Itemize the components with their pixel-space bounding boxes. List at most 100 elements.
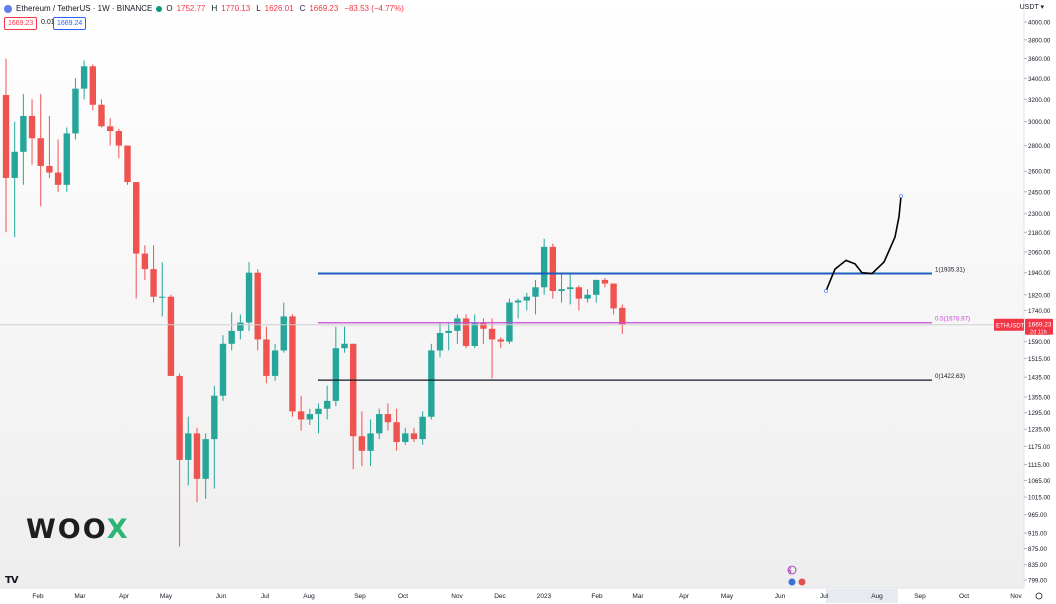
candle-body: [558, 289, 565, 292]
currency-selector[interactable]: USDT ▾: [1019, 4, 1044, 11]
candle-body: [402, 433, 409, 442]
candle-body: [89, 66, 96, 105]
candle: [393, 408, 400, 451]
x-tick-label: Jun: [216, 593, 227, 600]
candle-body: [124, 145, 131, 183]
x-tick-label: Jun: [775, 593, 786, 600]
candle: [558, 274, 565, 303]
sell-price-button[interactable]: 1669.23: [4, 17, 38, 30]
candle: [428, 343, 435, 420]
x-tick-label: Nov: [451, 593, 463, 600]
candle-body: [436, 333, 444, 351]
y-tick-label: 2180.00: [1028, 230, 1051, 237]
candle-body: [115, 131, 123, 146]
y-tick-label: 1435.00: [1028, 375, 1051, 382]
candle-body: [80, 66, 88, 89]
candle-body: [254, 272, 261, 340]
candle-body: [306, 414, 313, 420]
time-axis-highlight: [826, 589, 898, 603]
x-tick-label: Apr: [679, 593, 690, 600]
event-marker-icon: [787, 565, 797, 575]
candle: [506, 298, 513, 344]
candle-body: [471, 322, 478, 346]
candle: [211, 385, 218, 489]
change-value: −83.53 (−4.77%): [344, 4, 404, 13]
candle-body: [488, 328, 496, 340]
symbol-title[interactable]: Ethereum / TetherUS · 1W · BINANCE: [16, 4, 153, 13]
high-label: H: [211, 4, 218, 13]
candle-body: [506, 302, 513, 342]
time-axis-panel: [0, 588, 1024, 604]
candle: [106, 118, 114, 146]
y-tick-label: 2060.00: [1028, 249, 1051, 256]
candle: [584, 289, 591, 303]
candle: [176, 373, 183, 547]
candle-body: [237, 322, 244, 331]
candle: [549, 243, 557, 299]
candle-body: [376, 414, 383, 434]
candle-body: [323, 400, 331, 409]
symbol-price-badge: [994, 318, 1024, 331]
candle-body: [289, 316, 296, 412]
candle: [124, 145, 131, 185]
y-tick-label: 3600.00: [1028, 56, 1051, 63]
candle: [462, 314, 470, 349]
woox-logo: WOOX: [26, 514, 130, 545]
last-price-text: 1669.23: [1028, 321, 1052, 328]
candle-body: [532, 287, 539, 297]
x-tick-label: Apr: [119, 593, 130, 600]
y-tick-label: 2450.00: [1028, 189, 1051, 196]
candle-body: [63, 133, 70, 185]
y-tick-label: 1590.00: [1028, 339, 1051, 346]
candle: [532, 279, 539, 315]
sketch-start-handle: [824, 289, 828, 293]
candle-body: [141, 253, 149, 270]
candle: [402, 427, 409, 445]
candle: [185, 416, 192, 486]
candle: [610, 283, 617, 315]
candle-body: [263, 339, 270, 376]
y-tick-label: 1515.00: [1028, 356, 1051, 363]
us-event-icon: [788, 578, 796, 586]
x-tick-label: Feb: [591, 593, 603, 600]
candle-body: [219, 343, 227, 396]
candle: [115, 128, 123, 159]
candle-body: [410, 433, 418, 440]
candle: [436, 322, 444, 358]
candle-body: [567, 287, 574, 290]
tradingview-logo[interactable]: TV: [5, 575, 19, 586]
y-tick-label: 1235.00: [1028, 427, 1051, 434]
candle-body: [245, 272, 253, 323]
candle: [271, 343, 279, 381]
y-tick-label: 3000.00: [1028, 119, 1051, 126]
y-tick-label: 1015.00: [1028, 495, 1051, 502]
candle: [20, 93, 27, 185]
projection-sketch: [825, 195, 902, 292]
x-tick-label: Nov: [1010, 593, 1022, 600]
candle: [219, 335, 227, 401]
candle: [80, 60, 88, 100]
candle-body: [280, 316, 287, 351]
candle: [306, 408, 313, 425]
x-tick-label: Oct: [959, 593, 969, 600]
candle-body: [393, 422, 400, 442]
candle: [488, 318, 496, 379]
candle: [523, 292, 530, 311]
candle-body: [297, 411, 305, 420]
candle-body: [54, 172, 62, 185]
y-tick-label: 799.00: [1028, 578, 1047, 585]
x-tick-label: Feb: [32, 593, 44, 600]
y-tick-label: 3800.00: [1028, 37, 1051, 44]
candle: [323, 385, 331, 420]
candle-body: [167, 296, 175, 376]
x-tick-label: Sep: [354, 593, 366, 600]
candle: [46, 115, 53, 178]
buy-price-button[interactable]: 1669.24: [53, 17, 87, 30]
y-tick-label: 965.00: [1028, 512, 1047, 519]
market-status-icon: [156, 5, 163, 12]
candle: [601, 278, 609, 288]
y-tick-label: 1065.00: [1028, 478, 1051, 485]
y-tick-label: 3200.00: [1028, 97, 1051, 104]
